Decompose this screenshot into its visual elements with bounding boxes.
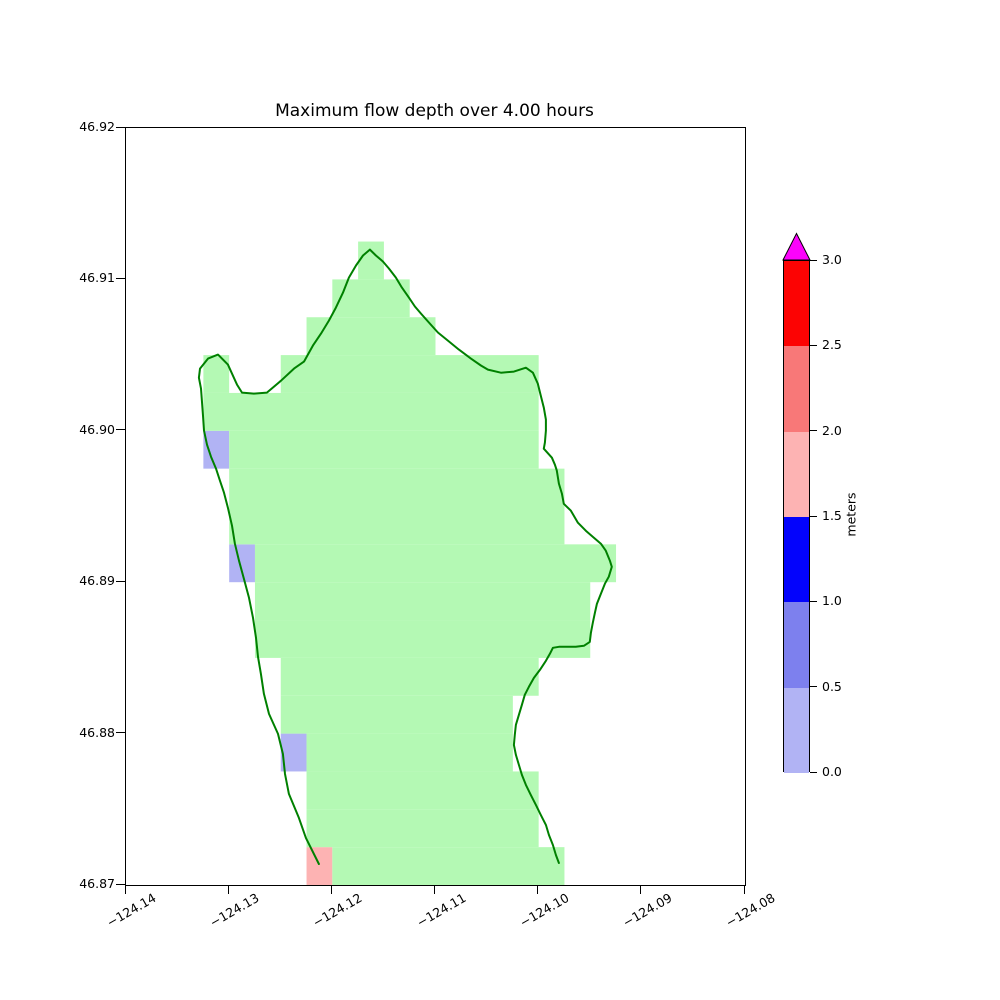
grid-cell-d05	[203, 430, 230, 469]
colorbar-tick-mark	[810, 686, 817, 688]
colorbar-tick-mark	[810, 515, 817, 517]
colorbar-segment-0-0.5	[784, 687, 809, 773]
grid-cell-land	[280, 657, 539, 696]
x-tick-mark	[640, 885, 642, 894]
colorbar-tick-mark	[810, 600, 817, 602]
y-tick-label: 46.91	[79, 270, 115, 286]
colorbar-segment-2-2.5	[784, 346, 809, 432]
grid-cell-land	[306, 809, 539, 848]
x-tick-mark	[434, 885, 435, 894]
colorbar-tick-label: 0.5	[822, 678, 842, 694]
grid-cell-land	[254, 582, 591, 621]
colorbar-over-triangle	[782, 232, 811, 261]
grid-cell-d20	[306, 847, 333, 885]
grid-cell-land	[254, 620, 591, 658]
y-tick-label: 46.90	[79, 421, 115, 437]
colorbar-tick-mark	[810, 430, 817, 432]
plot-area	[125, 127, 746, 886]
grid-cell-land	[358, 241, 384, 280]
plot-title: Maximum flow depth over 4.00 hours	[275, 101, 594, 121]
x-tick-mark	[124, 885, 126, 894]
x-tick-label-text: −124.09	[619, 890, 675, 931]
colorbar-label: meters	[843, 492, 859, 537]
y-tick-mark	[116, 126, 125, 128]
y-tick-mark	[116, 429, 125, 431]
grid-cell-land	[229, 506, 565, 545]
colorbar-over-arrow	[782, 232, 811, 261]
colorbar-tick-label: 1.0	[822, 593, 842, 609]
colorbar-segment-1.5-2	[784, 431, 809, 517]
y-tick-label: 46.89	[79, 573, 115, 589]
x-tick-label-text: −124.11	[413, 890, 468, 931]
grid-cell-land	[254, 544, 617, 583]
y-tick-mark	[116, 580, 125, 582]
colorbar-tick-label: 2.5	[822, 337, 842, 353]
y-tick-mark	[116, 732, 125, 734]
map-canvas	[197, 241, 617, 885]
x-tick-label-text: −124.12	[310, 890, 365, 931]
grid-cell-land	[280, 695, 513, 734]
y-tick-label: 46.87	[79, 876, 115, 891]
grid-cell-land	[306, 771, 539, 810]
x-tick-mark	[227, 885, 229, 894]
colorbar-tick-label: 0.0	[822, 764, 842, 779]
grid-cell-land	[229, 430, 539, 469]
grid-cell-land	[280, 355, 539, 393]
colorbar-segment-1-1.5	[784, 517, 809, 603]
coastline-path	[197, 248, 613, 865]
grid-cell-land	[332, 279, 410, 318]
y-tick-mark	[116, 883, 125, 885]
colorbar-segment-2.5-3	[784, 261, 809, 347]
colorbar-tick-mark	[810, 771, 817, 773]
x-tick-label-text: −124.14	[104, 890, 159, 931]
grid-cell-land	[203, 392, 539, 431]
x-tick-mark	[537, 885, 539, 894]
y-tick-mark	[116, 277, 125, 279]
y-tick-label: 46.88	[79, 724, 115, 740]
x-tick-mark	[743, 885, 745, 894]
colorbar-tick-mark	[810, 259, 817, 261]
grid-cell-d05	[229, 544, 255, 583]
x-tick-label-text: −124.10	[516, 890, 572, 931]
x-tick-mark	[330, 885, 332, 894]
grid-cell-land	[332, 847, 565, 885]
colorbar-segment-0.5-1	[784, 602, 809, 688]
colorbar-tick-label: 2.0	[822, 422, 842, 438]
grid-cell-land	[306, 733, 513, 772]
grid-cell-land	[229, 468, 565, 507]
x-tick-label-text: −124.08	[723, 890, 778, 931]
y-tick-label: 46.92	[79, 119, 115, 134]
colorbar	[783, 260, 810, 773]
grid-cell-land	[306, 317, 436, 356]
colorbar-tick-label: 1.5	[822, 508, 842, 523]
colorbar-tick-mark	[810, 344, 817, 346]
colorbar-tick-label: 3.0	[822, 252, 842, 267]
x-tick-label-text: −124.13	[207, 890, 262, 931]
